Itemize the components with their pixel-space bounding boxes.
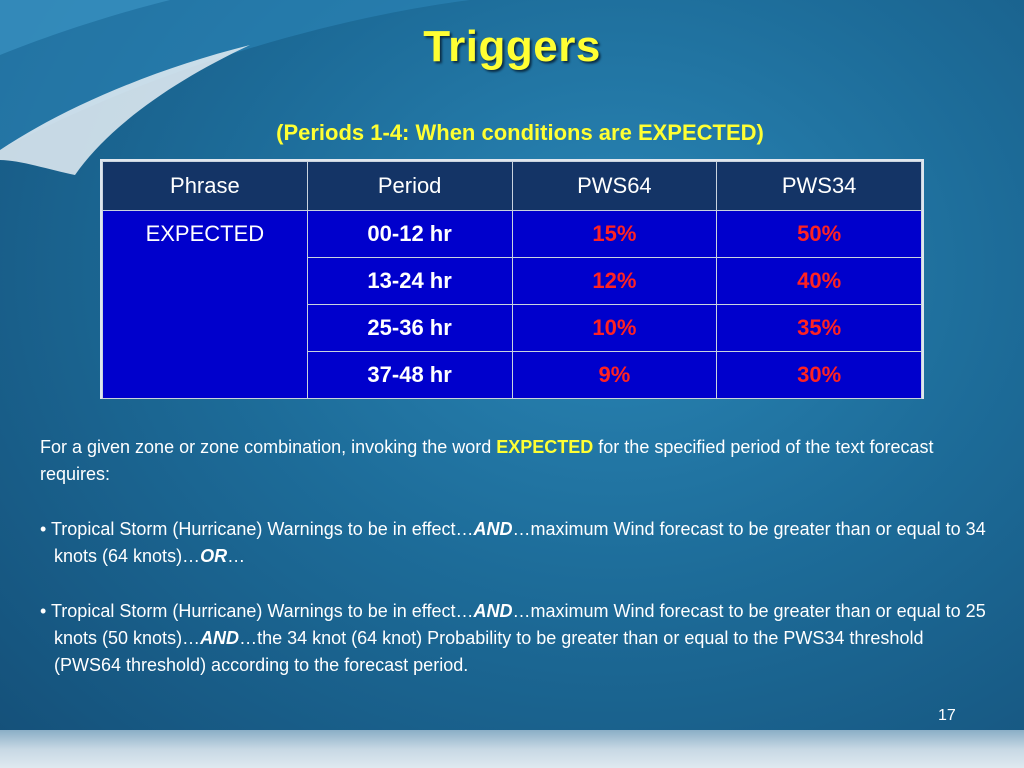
page-number: 17	[938, 707, 956, 724]
pws34-cell: 40%	[716, 257, 922, 305]
bullet2-and-2: AND	[200, 628, 240, 648]
slide-title: Triggers	[423, 22, 601, 71]
pws64-cell: 12%	[511, 257, 718, 305]
bullet2-text-a: • Tropical Storm (Hurricane) Warnings to…	[40, 601, 474, 621]
header-pws34: PWS34	[716, 161, 922, 211]
triggers-table: Phrase Period PWS64 PWS34 EXPECTED 00-12…	[100, 159, 924, 399]
bullet1-or: OR	[200, 546, 228, 566]
header-pws64: PWS64	[511, 161, 718, 211]
table-row: 13-24 hr 12% 40%	[103, 257, 922, 305]
intro-paragraph: For a given zone or zone combination, in…	[40, 434, 990, 488]
swoosh-decoration	[0, 0, 470, 175]
intro-keyword: EXPECTED	[496, 437, 594, 457]
table-row: 37-48 hr 9% 30%	[103, 351, 922, 399]
intro-text-after: for the specified period of the text for…	[40, 437, 934, 484]
header-phrase: Phrase	[102, 161, 308, 211]
pws64-cell: 10%	[511, 304, 718, 352]
bullet-item-1: • Tropical Storm (Hurricane) Warnings to…	[40, 516, 990, 570]
pws34-cell: 50%	[716, 210, 922, 258]
bullet1-and: AND	[473, 519, 513, 539]
period-cell: 00-12 hr	[306, 210, 513, 258]
slide-subtitle: (Periods 1-4: When conditions are EXPECT…	[276, 120, 764, 145]
pws34-cell: 35%	[716, 304, 922, 352]
header-period: Period	[306, 161, 513, 211]
pws34-cell: 30%	[716, 351, 922, 399]
table-row: EXPECTED 00-12 hr 15% 50%	[102, 210, 922, 399]
bullet2-text-b: …maximum Wind forecast to be greater tha…	[54, 601, 986, 648]
bullet1-text-a: • Tropical Storm (Hurricane) Warnings to…	[40, 519, 474, 539]
table-header-row: Phrase Period PWS64 PWS34	[102, 161, 922, 211]
period-cell: 13-24 hr	[306, 257, 513, 305]
bullet1-text-c: …	[227, 546, 246, 566]
intro-text-before: For a given zone or zone combination, in…	[40, 437, 497, 457]
bullet2-and-1: AND	[473, 601, 513, 621]
bullet1-text-b: …maximum Wind forecast to be greater tha…	[54, 519, 986, 566]
body-text: For a given zone or zone combination, in…	[40, 434, 990, 707]
period-cell: 37-48 hr	[306, 351, 513, 399]
period-cell: 25-36 hr	[306, 304, 513, 352]
bullet2-text-c: …the 34 knot (64 knot) Probability to be…	[54, 628, 924, 675]
pws64-cell: 9%	[511, 351, 718, 399]
footer-band	[0, 730, 1024, 768]
bullet-item-2: • Tropical Storm (Hurricane) Warnings to…	[40, 598, 990, 679]
pws64-cell: 15%	[511, 210, 718, 258]
phrase-cell: EXPECTED	[102, 210, 308, 399]
